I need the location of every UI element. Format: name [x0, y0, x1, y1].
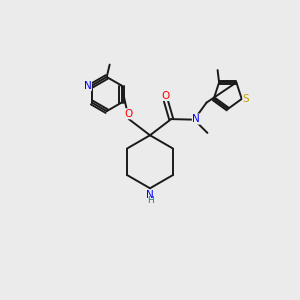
Text: S: S: [243, 94, 250, 104]
Text: O: O: [124, 109, 132, 119]
Text: N: N: [192, 114, 200, 124]
Text: O: O: [162, 91, 170, 100]
Text: N: N: [84, 80, 92, 91]
Text: N: N: [146, 190, 154, 200]
Text: H: H: [147, 196, 154, 205]
